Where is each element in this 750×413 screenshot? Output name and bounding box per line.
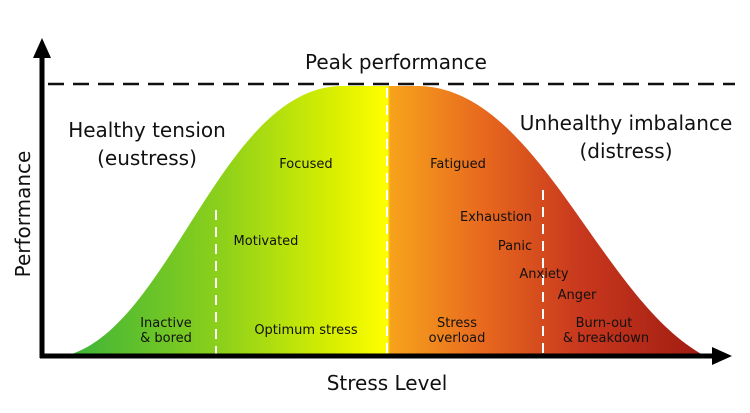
state-focused: Focused (279, 157, 332, 172)
state-panic: Panic (498, 239, 532, 254)
state-motivated: Motivated (234, 234, 299, 249)
zone-optimum: Optimum stress (254, 323, 358, 338)
performance-curve (65, 86, 705, 356)
state-exhaustion: Exhaustion (460, 210, 532, 225)
zone-burnout-line1: Burn-out (576, 316, 633, 331)
healthy-tension-title: Healthy tension (68, 118, 226, 142)
x-axis-arrow (712, 347, 732, 365)
state-anger: Anger (558, 288, 597, 303)
y-axis-label: Performance (11, 151, 35, 278)
peak-performance-label: Peak performance (305, 50, 487, 74)
healthy-tension-subtitle: (eustress) (97, 146, 197, 170)
x-axis-label: Stress Level (327, 371, 448, 395)
state-anxiety: Anxiety (519, 267, 569, 282)
state-fatigued: Fatigued (430, 157, 486, 172)
zone-overload-line1: Stress (437, 316, 477, 331)
y-axis-arrow (33, 38, 51, 58)
zone-burnout-line2: & breakdown (563, 331, 649, 346)
zone-overload-line2: overload (429, 331, 486, 346)
zone-inactive-line2: & bored (140, 331, 192, 346)
zone-inactive-line1: Inactive (140, 316, 192, 331)
unhealthy-imbalance-subtitle: (distress) (579, 139, 672, 163)
unhealthy-imbalance-title: Unhealthy imbalance (520, 111, 733, 135)
